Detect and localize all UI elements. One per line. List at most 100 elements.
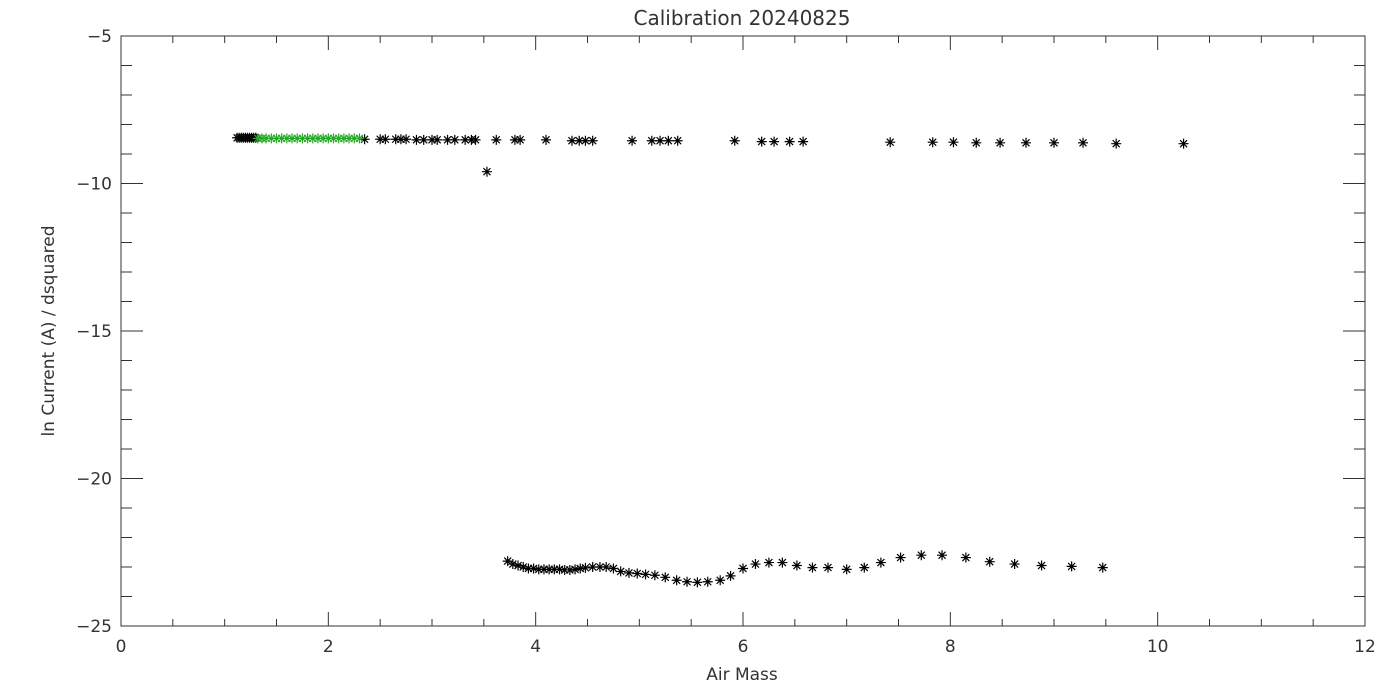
data-point-black bbox=[632, 568, 643, 579]
data-point-black bbox=[655, 135, 666, 146]
data-point-black bbox=[401, 134, 412, 145]
data-point-black bbox=[916, 550, 927, 561]
data-point-black bbox=[756, 136, 767, 147]
data-point-black bbox=[554, 564, 565, 575]
data-point-black bbox=[750, 559, 761, 570]
data-point-black bbox=[807, 562, 818, 573]
data-point-green bbox=[312, 133, 323, 144]
data-point-black bbox=[859, 562, 870, 573]
data-point-black bbox=[1036, 560, 1047, 571]
data-point-black bbox=[533, 564, 544, 575]
data-point-green bbox=[281, 133, 292, 144]
data-point-black bbox=[663, 135, 674, 146]
x-tick-label: 0 bbox=[116, 637, 127, 657]
data-point-green bbox=[287, 133, 298, 144]
data-point-black bbox=[725, 570, 736, 581]
data-point-black bbox=[566, 135, 577, 146]
data-point-black bbox=[580, 135, 591, 146]
data-point-black bbox=[432, 134, 443, 145]
data-point-black bbox=[528, 563, 539, 574]
data-point-black bbox=[1009, 559, 1020, 570]
data-point-black bbox=[580, 562, 591, 573]
data-point-black bbox=[984, 556, 995, 567]
data-point-black bbox=[513, 560, 524, 571]
y-tick-label: −15 bbox=[76, 322, 112, 342]
x-tick-label: 10 bbox=[1147, 637, 1169, 657]
data-point-green bbox=[302, 133, 313, 144]
data-point-green bbox=[349, 133, 360, 144]
data-point-black bbox=[564, 564, 575, 575]
x-tick-label: 12 bbox=[1354, 637, 1376, 657]
data-point-black bbox=[671, 575, 682, 586]
data-point-black bbox=[1078, 137, 1089, 148]
data-point-black bbox=[380, 134, 391, 145]
data-point-black bbox=[784, 136, 795, 147]
data-point-black bbox=[841, 564, 852, 575]
data-point-black bbox=[570, 564, 581, 575]
y-tick-label: −25 bbox=[76, 617, 112, 637]
data-point-black bbox=[1066, 561, 1077, 572]
data-point-green bbox=[261, 133, 272, 144]
data-point-black bbox=[502, 556, 513, 567]
data-point-black bbox=[518, 562, 529, 572]
data-point-black bbox=[411, 134, 422, 145]
data-point-black bbox=[538, 564, 549, 575]
data-point-black bbox=[763, 557, 774, 568]
data-point-green bbox=[276, 133, 287, 144]
data-point-black bbox=[587, 135, 598, 146]
data-point-black bbox=[1097, 562, 1108, 573]
data-point-green bbox=[307, 133, 318, 144]
data-point-black bbox=[995, 137, 1006, 148]
data-point-black bbox=[640, 569, 651, 580]
data-point-green bbox=[338, 133, 349, 144]
tick-labels: 0 2 4 6 8 10 12 −25 −20 −15 −10 −5 bbox=[76, 27, 1376, 657]
data-point-black bbox=[359, 134, 370, 145]
data-point-black bbox=[646, 135, 657, 146]
data-point-green bbox=[328, 133, 339, 144]
y-tick-label: −10 bbox=[76, 175, 112, 195]
data-point-black bbox=[627, 135, 638, 146]
data-point-black bbox=[574, 135, 585, 146]
data-point-black bbox=[738, 563, 748, 574]
data-point-green bbox=[318, 133, 329, 144]
data-point-black bbox=[481, 166, 492, 177]
data-point-black bbox=[885, 137, 896, 148]
data-point-black bbox=[544, 564, 555, 575]
data-point-black bbox=[623, 567, 634, 578]
data-point-black bbox=[601, 562, 612, 572]
data-point-black bbox=[449, 134, 460, 145]
data-point-green bbox=[271, 133, 282, 144]
data-point-green bbox=[266, 133, 277, 144]
plot-frame bbox=[120, 35, 1366, 627]
data-point-black bbox=[702, 576, 713, 587]
data-point-black bbox=[1111, 138, 1122, 149]
data-point-black bbox=[777, 557, 788, 568]
data-point-black bbox=[559, 564, 570, 575]
data-point-black bbox=[615, 566, 626, 577]
data-point-black bbox=[608, 563, 619, 574]
data-point-black bbox=[660, 572, 671, 583]
data-point-black bbox=[960, 552, 971, 563]
data-point-black bbox=[541, 134, 552, 145]
x-tick-label: 4 bbox=[530, 637, 541, 657]
data-point-black bbox=[594, 562, 605, 572]
data-point-black bbox=[798, 136, 809, 147]
data-point-green bbox=[333, 133, 344, 144]
data-point-black bbox=[442, 134, 453, 145]
data-point-black bbox=[509, 134, 520, 145]
data-point-green bbox=[344, 133, 355, 144]
data-point-black bbox=[971, 137, 982, 148]
data-point-black bbox=[769, 136, 780, 147]
data-point-black bbox=[937, 550, 948, 561]
data-point-black bbox=[791, 560, 802, 571]
data-point-black bbox=[587, 562, 598, 572]
data-point-black bbox=[823, 562, 834, 573]
data-point-black bbox=[948, 137, 959, 148]
x-tick-label: 6 bbox=[738, 637, 749, 657]
data-point-black bbox=[515, 134, 526, 145]
x-tick-label: 2 bbox=[323, 637, 334, 657]
data-point-black bbox=[692, 577, 703, 588]
data-point-green bbox=[297, 133, 308, 144]
data-point-black bbox=[460, 134, 471, 145]
data-point-black bbox=[715, 575, 726, 586]
